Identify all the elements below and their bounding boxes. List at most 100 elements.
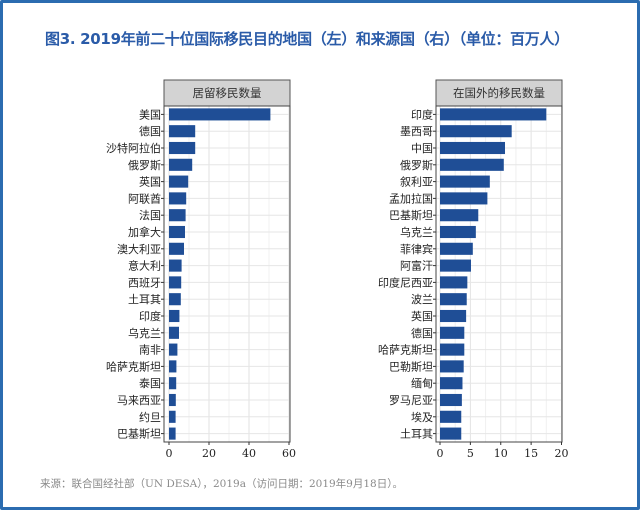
category-label: 印度 [139, 309, 161, 323]
bar [440, 242, 473, 255]
bar [440, 158, 504, 171]
category-label: 加拿大 [128, 225, 161, 239]
tick-label-x: 0 [437, 447, 444, 460]
panel-destination: 居留移民数量美国德国沙特阿拉伯俄罗斯英国阿联酋法国加拿大澳大利亚意大利西班牙土耳… [106, 79, 296, 460]
category-label: 乌克兰 [128, 326, 161, 340]
bar [440, 192, 488, 205]
bar [169, 158, 193, 171]
tick-label-x: 5 [467, 447, 474, 460]
category-label: 阿联酋 [128, 191, 161, 205]
bar [440, 377, 463, 390]
bar [440, 125, 512, 138]
panel-header [163, 79, 291, 107]
bar [440, 410, 462, 423]
category-label: 马来西亚 [117, 394, 161, 407]
category-label: 澳大利亚 [117, 242, 161, 256]
bar [169, 192, 187, 205]
bar [440, 225, 476, 239]
tick-label-x: 10 [494, 447, 508, 460]
category-label: 印度 [411, 107, 433, 121]
category-label: 约旦 [139, 411, 161, 424]
tick-label-x: 20 [555, 447, 569, 460]
bar [440, 427, 462, 440]
bar [440, 309, 467, 323]
bar [169, 242, 184, 255]
bar [169, 326, 179, 339]
bar [440, 360, 464, 373]
bar [169, 427, 176, 440]
tick-label-x: 15 [524, 447, 538, 460]
category-label: 沙特阿拉伯 [106, 141, 161, 155]
category-label: 俄罗斯 [128, 159, 161, 172]
category-label: 巴基斯坦 [117, 427, 161, 441]
category-label: 中国 [411, 142, 433, 155]
category-label: 埃及 [411, 410, 433, 424]
category-label: 土耳其 [400, 428, 433, 441]
bar [440, 343, 465, 356]
bar [169, 410, 176, 423]
category-label: 墨西哥 [400, 125, 433, 138]
category-label: 哈萨克斯坦 [106, 359, 161, 373]
bar [169, 360, 177, 373]
category-label: 土耳其 [128, 293, 161, 306]
category-label: 叙利亚 [400, 175, 433, 189]
bar [169, 141, 196, 155]
bar [169, 225, 185, 239]
bar [440, 108, 547, 121]
category-label: 哈萨克斯坦 [378, 343, 433, 357]
panel-header [435, 79, 563, 107]
bar [169, 309, 180, 323]
bar [440, 326, 465, 339]
plot-border [163, 105, 291, 443]
bar [169, 209, 186, 222]
category-label: 印度尼西亚 [378, 275, 433, 289]
bar [169, 393, 176, 407]
figure-title: 图3. 2019年前二十位国际移民目的地国（左）和来源国（右）（单位：百万人） [45, 30, 569, 48]
category-label: 英国 [139, 175, 161, 189]
tick-label-x: 20 [202, 447, 216, 460]
bar [169, 343, 178, 356]
plot-border [435, 105, 563, 443]
category-label: 英国 [411, 309, 433, 323]
bar [440, 141, 506, 155]
category-label: 南非 [139, 344, 161, 357]
category-label: 乌克兰 [400, 225, 433, 239]
bar [440, 393, 462, 407]
bar [169, 125, 196, 138]
bar [440, 209, 479, 222]
category-label: 阿富汗 [400, 259, 433, 273]
category-label: 泰国 [139, 376, 161, 390]
bar [440, 175, 490, 188]
category-label: 缅甸 [411, 376, 433, 390]
tick-label-x: 60 [282, 447, 296, 460]
category-label: 波兰 [411, 293, 433, 306]
category-label: 西班牙 [128, 276, 161, 289]
category-label: 法国 [139, 208, 161, 222]
bar [169, 377, 177, 390]
plot-area [164, 106, 290, 442]
tick-label-x: 40 [242, 447, 256, 460]
source-note: 来源：联合国经社部（UN DESA），2019a（访问日期：2019年9月18日… [40, 478, 403, 490]
bar [169, 259, 182, 272]
category-label: 罗马尼亚 [389, 394, 433, 407]
category-label: 巴勒斯坦 [389, 359, 433, 373]
panel-origin: 在国外的移民数量印度墨西哥中国俄罗斯叙利亚孟加拉国巴基斯坦乌克兰菲律宾阿富汗印度… [378, 79, 569, 460]
category-label: 孟加拉国 [389, 191, 433, 205]
bar [440, 259, 471, 272]
panel-title: 居留移民数量 [193, 86, 262, 100]
bar [169, 293, 181, 306]
category-label: 美国 [139, 108, 161, 121]
category-label: 菲律宾 [400, 242, 433, 256]
bar [169, 276, 182, 289]
category-label: 意大利 [128, 259, 161, 273]
category-label: 巴基斯坦 [389, 208, 433, 222]
category-label: 德国 [411, 326, 433, 340]
bar [169, 175, 189, 188]
category-label: 德国 [139, 124, 161, 138]
category-label: 俄罗斯 [400, 159, 433, 172]
bar [169, 108, 271, 121]
tick-label-x: 0 [166, 447, 173, 460]
bar [440, 276, 468, 289]
